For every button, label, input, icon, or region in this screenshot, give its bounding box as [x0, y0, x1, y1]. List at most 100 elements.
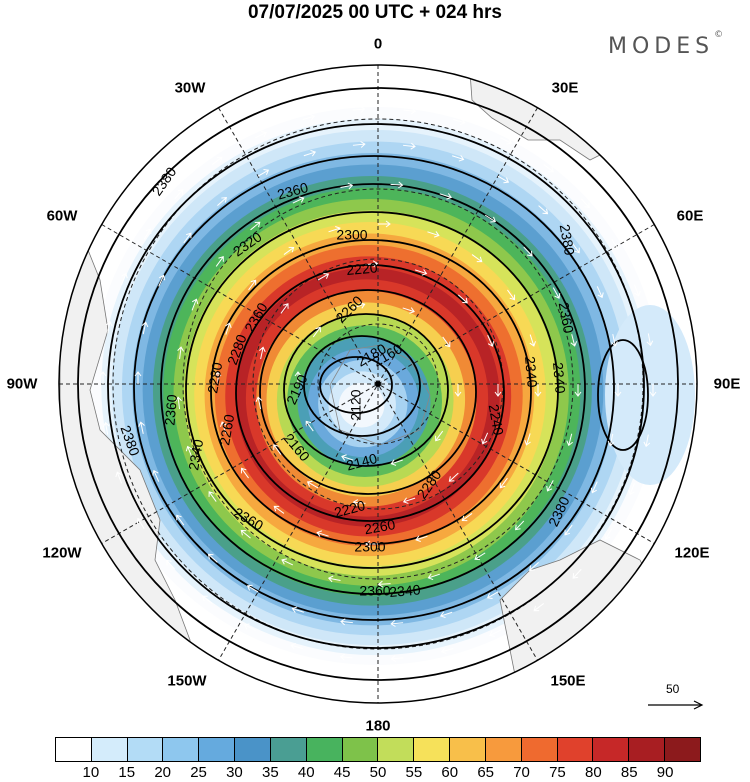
wind-arrow — [390, 655, 404, 662]
wind-arrow — [202, 595, 213, 604]
contour-label: 2260 — [363, 516, 397, 537]
wind-arrow — [633, 284, 641, 297]
wind-arrow — [497, 175, 510, 184]
wind-arrow — [596, 286, 604, 299]
contour-label: 2360 — [556, 301, 577, 335]
wind-arrow — [281, 558, 294, 566]
wind-arrow — [607, 433, 615, 447]
wind-arrow — [273, 505, 285, 514]
color-scale-tick-label: 35 — [261, 764, 279, 781]
wind-arrow — [365, 540, 378, 548]
color-scale-swatch — [414, 738, 451, 761]
wind-arrow — [572, 568, 582, 579]
color-scale-ticks: 10 15 20 25 30 35 40 45 50 55 60 65 70 75 80 85 90 — [55, 764, 701, 782]
wind-arrow — [649, 384, 657, 397]
wind-arrow — [207, 553, 218, 563]
lon-label-180: 180 — [365, 717, 391, 735]
brand-text: MODES — [608, 34, 715, 59]
wind-arrow — [353, 302, 366, 309]
color-scale-tick-label: 55 — [405, 764, 423, 781]
meridian-30w-150e — [218, 107, 538, 661]
height-contour — [319, 356, 393, 414]
wind-arrow — [439, 193, 453, 200]
wind-arrow — [305, 420, 314, 432]
height-contour — [283, 313, 449, 467]
wind-arrow — [115, 471, 123, 484]
height-contour — [185, 211, 559, 569]
wind-arrow — [177, 346, 184, 359]
wind-arrow — [403, 107, 417, 115]
contour-label: 2240 — [486, 403, 507, 437]
wind-arrow — [121, 272, 128, 285]
wind-arrow — [208, 491, 217, 502]
contour-label: 2260 — [216, 413, 237, 447]
lon-label-150w: 150W — [167, 672, 207, 690]
lon-label-150e: 150E — [550, 672, 586, 690]
color-scale-swatch — [199, 738, 236, 761]
wind-arrow — [529, 561, 539, 571]
wind-arrow — [340, 618, 353, 626]
wind-arrow — [390, 181, 404, 189]
wind-arrow — [316, 530, 329, 537]
contour-label: 2360 — [161, 393, 180, 426]
wind-arrow — [552, 287, 561, 299]
wind-arrow — [246, 584, 259, 593]
contour-label: 2340 — [550, 362, 569, 395]
wind-arrow — [566, 433, 573, 447]
color-scale-swatch — [629, 738, 666, 761]
wind-arrow — [486, 591, 499, 599]
wind-arrow — [141, 321, 149, 335]
wind-arrow — [215, 256, 224, 267]
wind-arrow — [484, 214, 497, 223]
wind-arrow — [534, 384, 542, 397]
wind-arrow — [143, 228, 152, 240]
contour-label: 2340 — [185, 438, 206, 472]
color-scale-swatch — [163, 738, 200, 761]
wind-arrow — [628, 483, 635, 496]
wind-arrow — [564, 524, 573, 536]
wind-arrow — [538, 205, 549, 215]
south-pole-dot — [375, 381, 381, 387]
wind-arrow — [500, 137, 513, 145]
lon-label-0: 0 — [373, 35, 383, 53]
wind-arrow — [134, 371, 142, 384]
wind-arrow — [614, 384, 622, 397]
wind-arrow — [191, 298, 199, 311]
contour-label: 2280 — [204, 361, 225, 395]
wind-arrow — [427, 231, 440, 238]
shading-band — [338, 382, 385, 428]
color-scale-tick-label: 80 — [584, 764, 602, 781]
wind-arrow — [211, 156, 223, 165]
wind-arrow — [312, 326, 321, 338]
color-scale-swatch — [56, 738, 92, 761]
wind-arrow — [487, 334, 495, 347]
height-contour — [259, 289, 477, 495]
wind-arrow — [255, 396, 263, 410]
wind-arrow — [158, 274, 166, 287]
wind-arrow — [474, 552, 486, 561]
color-scale — [55, 737, 701, 762]
wind-vectors — [99, 106, 657, 662]
wind-arrow — [365, 260, 379, 268]
wind-arrow — [217, 197, 227, 207]
meridian-60w-120e — [101, 224, 655, 544]
color-scale-swatch — [521, 738, 558, 761]
wind-arrow — [570, 334, 578, 347]
wind-arrow — [571, 242, 580, 254]
reference-arrow-head — [693, 700, 704, 710]
wind-arrow — [403, 142, 416, 150]
wind-arrow — [183, 232, 192, 244]
wind-arrow — [283, 246, 295, 255]
wind-arrow — [243, 623, 256, 631]
contour-label: 2340 — [522, 356, 541, 389]
wind-arrow — [402, 307, 415, 314]
color-scale-swatch — [665, 738, 700, 761]
contour-label: 2220 — [346, 259, 379, 278]
color-scale-tick-label: 75 — [549, 764, 566, 781]
wind-arrow — [292, 196, 305, 204]
color-scale-swatch — [306, 738, 343, 761]
lon-label-120e: 120E — [674, 544, 710, 562]
color-scale-swatch — [270, 738, 307, 761]
color-scale-tick-label: 70 — [513, 764, 530, 781]
wind-arrow — [590, 481, 598, 494]
